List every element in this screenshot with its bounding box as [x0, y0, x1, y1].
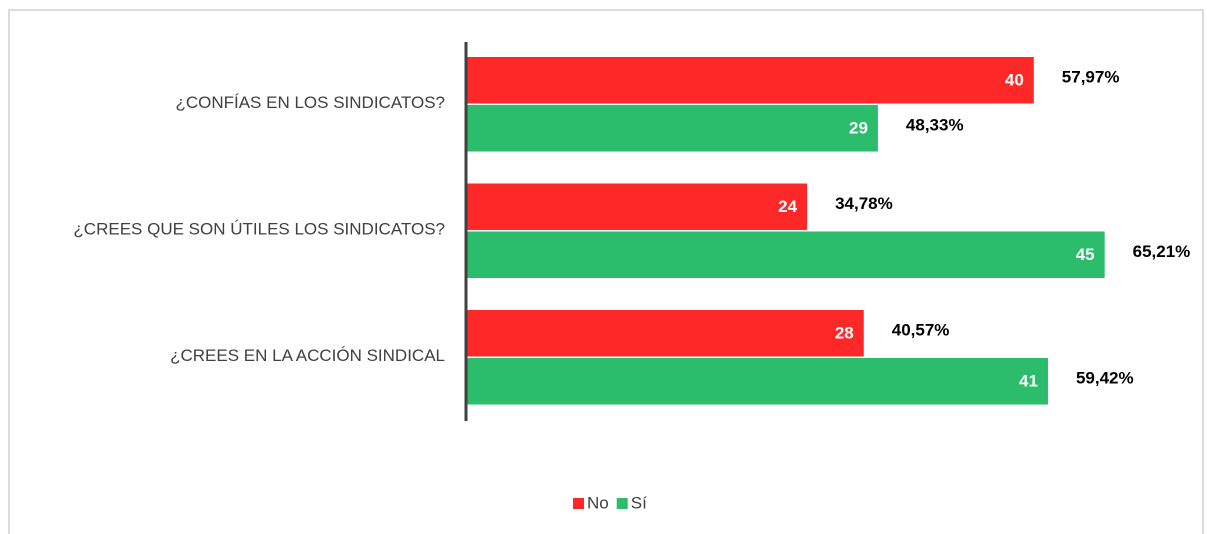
- bar: [467, 105, 878, 152]
- bar: [467, 358, 1048, 405]
- chart-border: [8, 9, 1204, 534]
- percent-label: 65,21%: [1133, 242, 1191, 261]
- data-label: 45: [1076, 245, 1095, 264]
- category-label: ¿CREES EN LA ACCIÓN SINDICAL: [170, 346, 445, 365]
- bar: [467, 310, 864, 357]
- data-label: 29: [849, 119, 868, 138]
- percent-label: 48,33%: [906, 116, 964, 135]
- data-label: 40: [1005, 71, 1024, 90]
- category-label: ¿CONFÍAS EN LOS SINDICATOS?: [175, 93, 445, 112]
- bar: [467, 231, 1105, 278]
- legend-swatch: [616, 498, 628, 509]
- category-label: ¿CREES QUE SON ÚTILES LOS SINDICATOS?: [73, 219, 445, 238]
- percent-label: 57,97%: [1062, 68, 1120, 87]
- data-label: 24: [778, 197, 797, 216]
- bar: [467, 57, 1034, 104]
- percent-label: 40,57%: [892, 321, 950, 340]
- percent-label: 59,42%: [1076, 369, 1134, 388]
- percent-label: 34,78%: [835, 194, 893, 213]
- legend-label: No: [587, 493, 609, 512]
- data-label: 41: [1019, 372, 1038, 391]
- legend-swatch: [573, 498, 584, 509]
- data-label: 28: [835, 324, 854, 343]
- legend-label: Sí: [631, 493, 647, 512]
- bar: [467, 183, 808, 230]
